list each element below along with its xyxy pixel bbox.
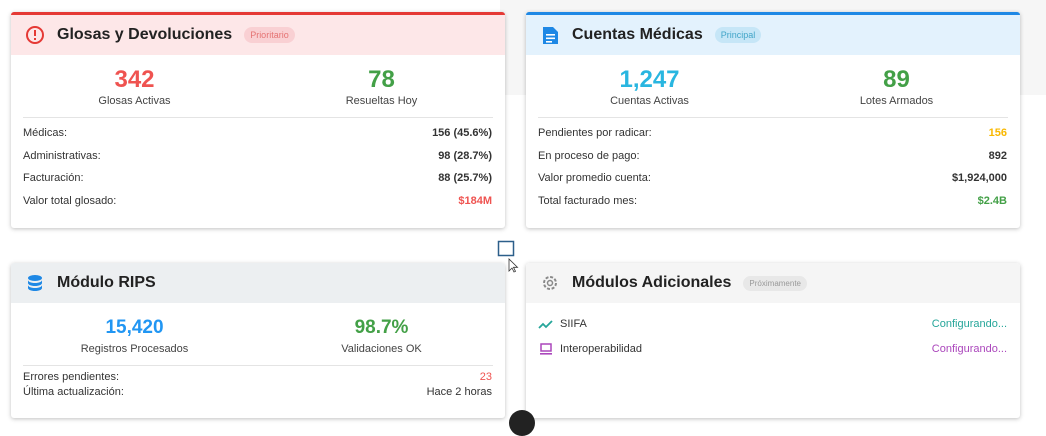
item: Interoperabilidad Configurando...: [526, 336, 1020, 361]
icon: [543, 27, 558, 44]
row: Facturación: 88 (25.7%): [11, 167, 505, 190]
stat-value: 15,420: [105, 317, 164, 338]
row: Errores pendientes: 23: [11, 369, 505, 385]
item: SIIFA Configurando...: [526, 311, 1020, 336]
card-header: Glosas y Devoluciones Prioritario: [11, 15, 505, 55]
stat-label: Registros Procesados: [80, 343, 189, 355]
page: Glosas y Devoluciones Prioritario 342 Glo…: [11, 12, 1020, 436]
badge: Prioritario: [244, 27, 295, 43]
row: Última actualización: Hace 2 horas: [11, 385, 505, 401]
card-title: Módulos Adicionales: [572, 274, 732, 291]
row-label: Valor total glosado:: [23, 194, 117, 207]
row-label: Errores pendientes:: [23, 370, 119, 383]
stat-value: 89: [883, 66, 910, 93]
stat: 1,247 Cuentas Activas: [526, 66, 773, 108]
divider: [23, 117, 493, 118]
stat-value: 342: [114, 66, 155, 93]
row: Valor total glosado: $184M: [11, 190, 505, 213]
item-label-wrap: Interoperabilidad: [538, 342, 642, 356]
divider: [23, 365, 493, 366]
card: Módulos Adicionales Próximamente SIIFA Co…: [526, 263, 1020, 418]
row-label: Total facturado mes:: [538, 194, 638, 207]
card: Módulo RIPS 15,420 Registros Procesados 9…: [11, 263, 505, 418]
divider: [538, 117, 1008, 118]
stat-label: Lotes Armados: [859, 95, 934, 107]
icon: [28, 275, 42, 291]
row-label: Pendientes por radicar:: [538, 127, 652, 140]
row: Administrativas: 98 (28.7%): [11, 145, 505, 168]
card-header: Módulos Adicionales Próximamente: [526, 263, 1020, 303]
row-label: Valor promedio cuenta:: [538, 172, 651, 185]
stat: 342 Glosas Activas: [11, 66, 258, 108]
row: Total facturado mes: $2.4B: [526, 190, 1020, 213]
icon: [543, 276, 557, 290]
icon: [26, 26, 44, 44]
stat: 89 Lotes Armados: [773, 66, 1020, 108]
floating-button[interactable]: [509, 410, 535, 436]
row: Pendientes por radicar: 156: [526, 122, 1020, 145]
row-value: 156 (45.6%): [432, 127, 492, 140]
row: Médicas: 156 (45.6%): [11, 122, 505, 145]
card-title: Glosas y Devoluciones: [57, 26, 233, 43]
row-label: Facturación:: [23, 172, 84, 185]
row-label: En proceso de pago:: [538, 149, 640, 162]
badge: Principal: [714, 27, 762, 43]
card-title: Cuentas Médicas: [572, 26, 703, 43]
row-value: 98 (28.7%): [438, 149, 492, 162]
item-list: SIIFA Configurando... Interoperabilidad Co…: [526, 303, 1020, 361]
stat: 15,420 Registros Procesados: [11, 315, 258, 355]
stats: 15,420 Registros Procesados 98.7% Validaci…: [11, 303, 505, 355]
card: Cuentas Médicas Principal 1,247 Cuentas A…: [526, 12, 1020, 228]
stat-label: Validaciones OK: [341, 343, 422, 355]
row-value: 892: [988, 149, 1007, 162]
card-header: Cuentas Médicas Principal: [526, 15, 1020, 55]
row-value: 23: [479, 370, 492, 383]
icon: [540, 342, 552, 355]
stat-label: Glosas Activas: [98, 95, 171, 107]
stats: 342 Glosas Activas 78 Resueltas Hoy: [11, 55, 505, 108]
cursor-overlay: [497, 240, 519, 273]
card-title: Módulo RIPS: [57, 274, 156, 291]
stat-label: Cuentas Activas: [610, 95, 689, 107]
item-status: Configurando...: [931, 317, 1007, 330]
stat-value: 1,247: [619, 66, 680, 93]
row-value: $1,924,000: [951, 172, 1007, 185]
stat: 98.7% Validaciones OK: [258, 315, 505, 355]
stats: 1,247 Cuentas Activas 89 Lotes Armados: [526, 55, 1020, 108]
row-value: $2.4B: [977, 194, 1007, 207]
card: Glosas y Devoluciones Prioritario 342 Glo…: [11, 12, 505, 228]
card-header: Módulo RIPS: [11, 263, 505, 303]
row-value: 88 (25.7%): [438, 172, 492, 185]
item-status: Configurando...: [931, 342, 1007, 355]
item-label: SIIFA: [560, 317, 587, 330]
item-label: Interoperabilidad: [560, 342, 642, 355]
row: En proceso de pago: 892: [526, 145, 1020, 168]
stat-label: Resueltas Hoy: [345, 95, 418, 107]
row-label: Administrativas:: [23, 149, 101, 162]
row-value: 156: [988, 127, 1007, 140]
row: Valor promedio cuenta: $1,924,000: [526, 167, 1020, 190]
icon: [538, 319, 553, 329]
stat: 78 Resueltas Hoy: [258, 66, 505, 108]
stat-value: 98.7%: [354, 317, 409, 338]
row-value: Hace 2 horas: [426, 386, 492, 399]
row-label: Médicas:: [23, 127, 68, 140]
badge: Próximamente: [743, 275, 807, 291]
row-label: Última actualización:: [23, 386, 124, 399]
item-label-wrap: SIIFA: [538, 318, 587, 330]
row-value: $184M: [458, 194, 492, 207]
stat-value: 78: [368, 66, 395, 93]
